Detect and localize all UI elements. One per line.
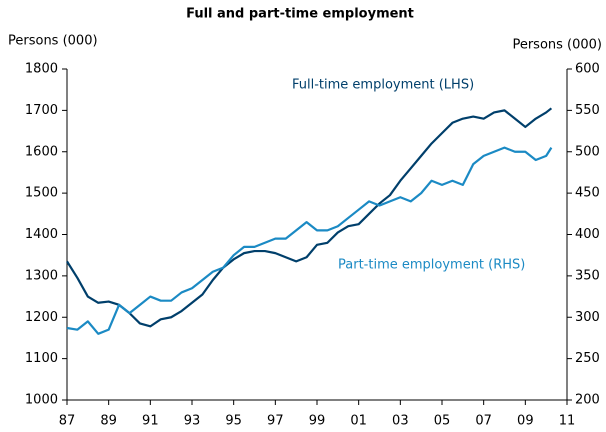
- series-line: [66, 107, 553, 328]
- x-tick-label: 95: [225, 414, 242, 429]
- x-tick-label: 93: [184, 414, 201, 429]
- x-tick-label: 97: [267, 414, 284, 429]
- y2-tick-label: 500: [575, 144, 600, 159]
- x-tick-label: 07: [475, 414, 492, 429]
- y2-tick-label: 200: [575, 393, 600, 408]
- y2-tick-label: 300: [575, 310, 600, 325]
- y2-tick-label: 250: [575, 351, 600, 366]
- x-tick-label: 99: [309, 414, 326, 429]
- x-tick-label: 05: [434, 414, 451, 429]
- series-annotation: Part-time employment (RHS): [338, 258, 525, 273]
- y-tick-label: 1200: [25, 310, 58, 325]
- y-tick-label: 1800: [25, 62, 58, 77]
- x-tick-label: 89: [100, 414, 117, 429]
- x-tick-label: 01: [350, 414, 367, 429]
- y-axis-label: Persons (000): [8, 34, 98, 49]
- series-line: [66, 146, 553, 335]
- y-tick-label: 1400: [25, 227, 58, 242]
- y2-tick-label: 400: [575, 227, 600, 242]
- y-tick-label: 1100: [25, 351, 58, 366]
- y-tick-label: 1700: [25, 103, 58, 118]
- x-tick-label: 11: [559, 414, 576, 429]
- x-tick-label: 03: [392, 414, 409, 429]
- x-tick-label: 09: [517, 414, 534, 429]
- y-tick-label: 1600: [25, 144, 58, 159]
- y-tick-label: 1300: [25, 268, 58, 283]
- y2-axis-label: Persons (000): [512, 38, 602, 53]
- y2-tick-label: 350: [575, 268, 600, 283]
- y2-tick-label: 550: [575, 103, 600, 118]
- chart-title: Full and part-time employment: [186, 7, 414, 22]
- x-tick-label: 87: [59, 414, 76, 429]
- y2-tick-label: 600: [575, 62, 600, 77]
- y2-tick-label: 450: [575, 186, 600, 201]
- y-tick-label: 1500: [25, 186, 58, 201]
- series-annotation: Full-time employment (LHS): [292, 78, 474, 93]
- x-tick-label: 91: [142, 414, 159, 429]
- y-tick-label: 1000: [25, 393, 58, 408]
